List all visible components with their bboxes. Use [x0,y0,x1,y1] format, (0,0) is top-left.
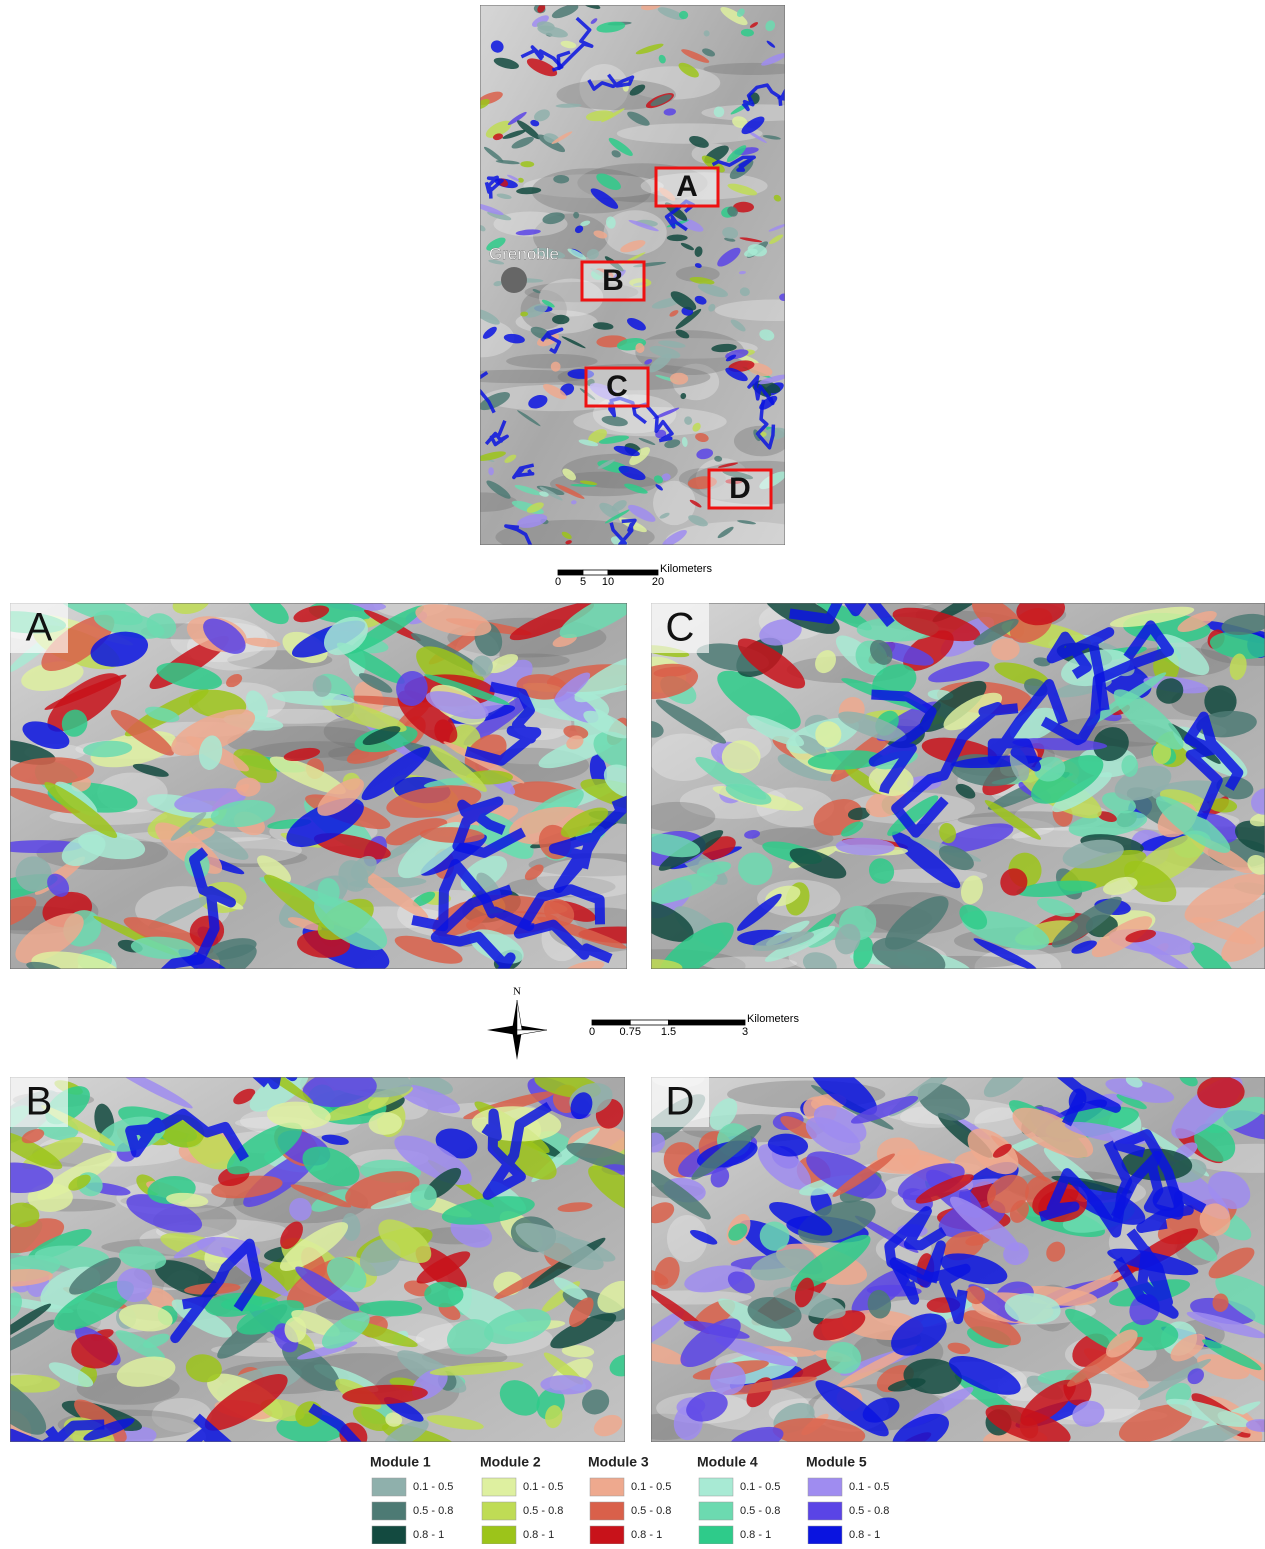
legend-label: 0.8 - 1 [849,1529,880,1541]
class-patch [621,959,682,978]
map-panel [0,579,675,1015]
legend-label: 0.1 - 0.5 [849,1481,889,1493]
legend-swatch [699,1502,733,1520]
relief [649,733,717,781]
scale-label: 20 [652,576,664,588]
north-arrow [517,1000,522,1030]
scale-segment [630,1020,668,1025]
inset-label: A [676,170,698,203]
scale-label: 0 [555,576,561,588]
legend-label: 0.1 - 0.5 [631,1481,671,1493]
class-patch [488,467,494,475]
scale-label: 1.5 [661,1026,676,1038]
legend-label: 0.8 - 1 [631,1529,662,1541]
legend-swatch [482,1502,516,1520]
legend-swatch [808,1478,842,1496]
scale-segment [592,1020,630,1025]
relief [715,299,837,321]
legend-label: 0.8 - 1 [523,1529,554,1541]
legend-swatch [590,1502,624,1520]
legend-swatch [372,1526,406,1544]
map-panel [617,1022,1265,1461]
scale-label: 3 [742,1026,748,1038]
legend-label: 0.1 - 0.5 [523,1481,563,1493]
scale-segment [583,570,608,575]
legend-title: Module 4 [697,1454,758,1470]
legend-title: Module 2 [480,1454,541,1470]
panel-label: B [26,1080,53,1124]
scale-segment [669,1020,746,1025]
scale-label: 0 [589,1026,595,1038]
legend-label: 0.8 - 1 [413,1529,444,1541]
scale-label: 0.75 [620,1026,641,1038]
panel-label: C [666,606,695,650]
legend-swatch [590,1478,624,1496]
relief [703,63,802,75]
legend-swatch [808,1502,842,1520]
legend-swatch [372,1502,406,1520]
city-label: Grenoble [489,244,559,263]
legend-label: 0.5 - 0.8 [849,1505,889,1517]
scale-unit: Kilometers [660,563,712,575]
scale-segment [558,570,583,575]
legend-title: Module 5 [806,1454,867,1470]
panel-label: A [26,606,53,650]
inset-label: D [729,472,751,505]
legend-swatch [372,1478,406,1496]
map-panel [0,1049,661,1500]
legend-swatch [482,1526,516,1544]
scale-unit: Kilometers [747,1013,799,1025]
city-marker [501,267,527,293]
panel-label: D [666,1080,695,1124]
scale-label: 5 [580,576,586,588]
legend-swatch [699,1478,733,1496]
inset-label: C [606,370,628,403]
legend-label: 0.1 - 0.5 [740,1481,780,1493]
legend-label: 0.8 - 1 [740,1529,771,1541]
legend-label: 0.5 - 0.8 [740,1505,780,1517]
north-arrow [517,1030,547,1035]
legend-label: 0.1 - 0.5 [413,1481,453,1493]
scale-label: 10 [602,576,614,588]
legend-title: Module 3 [588,1454,649,1470]
relief [638,802,715,832]
legend-label: 0.5 - 0.8 [413,1505,453,1517]
legend-swatch [482,1478,516,1496]
legend-swatch [808,1526,842,1544]
legend-swatch [699,1526,733,1544]
relief [665,521,820,561]
relief [700,956,797,970]
scale-segment [608,570,658,575]
figure: ABCDGrenoble051020KilometersACBDN00.751.… [0,0,1265,1544]
legend-swatch [590,1526,624,1544]
legend-label: 0.5 - 0.8 [631,1505,671,1517]
legend-title: Module 1 [370,1454,431,1470]
inset-label: B [602,264,624,297]
north-label: N [513,986,521,998]
legend-label: 0.5 - 0.8 [523,1505,563,1517]
